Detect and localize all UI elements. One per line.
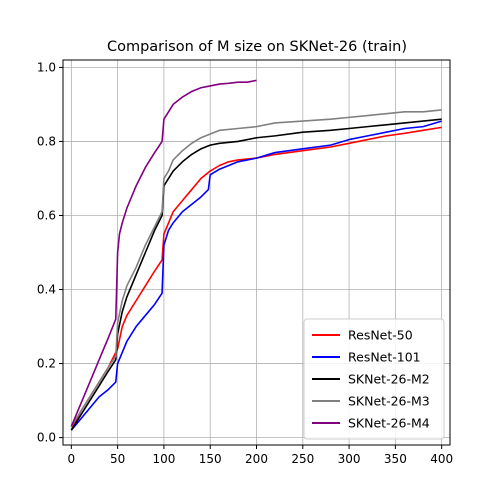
y-tick-label: 0.0 (37, 431, 56, 445)
legend-label: ResNet-101 (348, 350, 421, 365)
x-tick-label: 300 (338, 452, 361, 466)
y-tick-label: 0.2 (37, 357, 56, 371)
series-line-4 (70, 79, 257, 427)
x-tick-label: 50 (110, 452, 125, 466)
x-tick-label: 350 (384, 452, 407, 466)
series-lines (70, 79, 442, 431)
series-line-1 (70, 120, 442, 431)
legend-box (303, 318, 445, 440)
y-tick-label: 0.4 (37, 283, 56, 297)
x-tick-label: 200 (245, 452, 268, 466)
legend: ResNet-50 ResNet-101 SKNet-26-M2 SKNet-26-M… (303, 318, 445, 440)
y-tick-label: 0.6 (37, 208, 56, 222)
x-tick-label: 250 (291, 452, 314, 466)
legend-label: SKNet-26-M2 (348, 372, 430, 387)
x-tick-label: 150 (199, 452, 222, 466)
y-tick-label: 1.0 (37, 60, 56, 74)
series-line-0 (70, 126, 442, 431)
y-tick-label: 0.8 (37, 134, 56, 148)
chart-title: Comparison of M size on SKNet-26 (train) (107, 39, 407, 55)
axes: 0 50 100 150 200 250 300 350 400 0.0 0.2 0.4 0.6 0.8 1… (37, 59, 453, 466)
legend-label: ResNet-50 (348, 328, 413, 343)
x-tick-label: 400 (430, 452, 453, 466)
series-line-3 (70, 109, 442, 427)
x-tick-label: 100 (152, 452, 175, 466)
x-tick-label: 0 (68, 452, 76, 466)
legend-label: SKNet-26-M3 (348, 394, 430, 409)
legend-label: SKNet-26-M4 (348, 416, 430, 431)
